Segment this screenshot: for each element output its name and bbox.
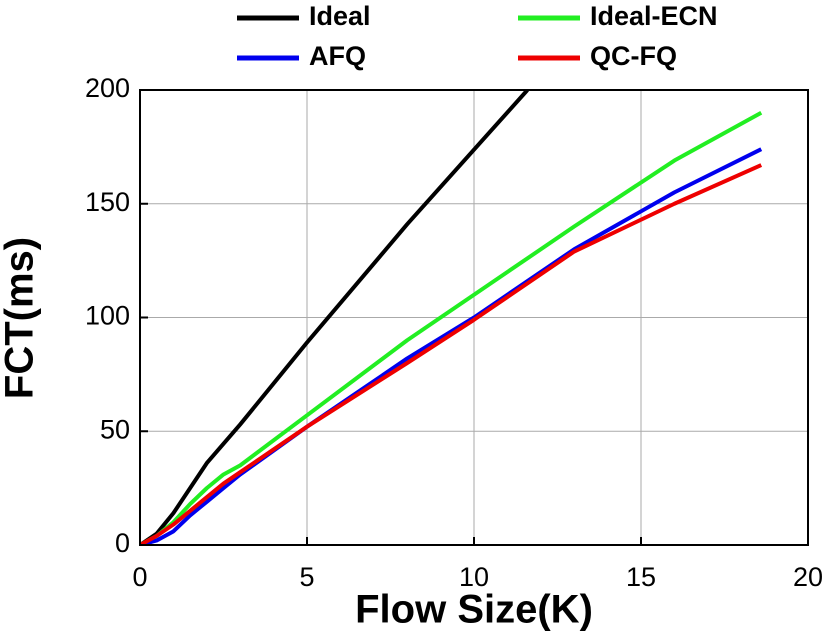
legend-label: Ideal [309,1,371,31]
legend-label: Ideal-ECN [590,1,718,31]
legend: Ideal Ideal-ECN AFQ QC-FQ [237,1,718,71]
y-tick-label: 100 [85,301,130,331]
y-tick-label: 50 [100,414,130,444]
series-line [140,163,763,545]
legend-label: QC-FQ [590,41,677,71]
y-tick-label: 150 [85,187,130,217]
x-tick-label: 20 [793,562,823,592]
x-tick-label: 15 [626,562,656,592]
y-tick-label: 0 [115,528,130,558]
lines [140,90,763,545]
y-tick-label: 200 [85,73,130,103]
x-axis-title: Flow Size(K) [355,588,593,632]
legend-label: AFQ [309,41,366,71]
x-tick-label: 10 [459,562,489,592]
x-tick-label: 0 [132,562,147,592]
x-tick-label: 5 [299,562,314,592]
series-line [140,90,529,545]
y-axis-title: FCT(ms) [0,237,42,399]
